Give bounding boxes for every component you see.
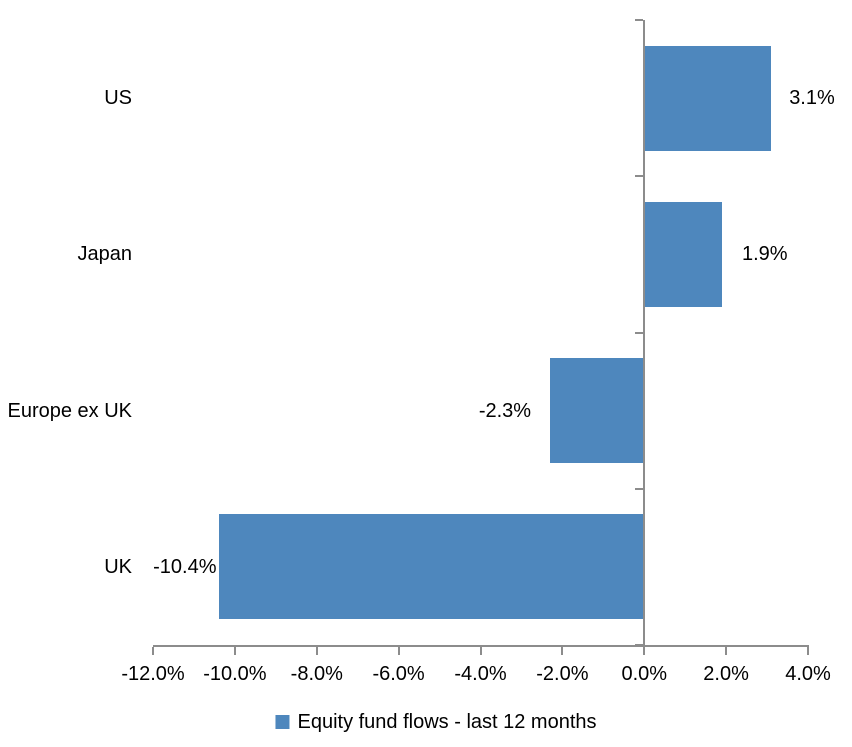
value-label: -10.4%: [153, 555, 217, 578]
x-axis-tick: [397, 647, 400, 655]
category-label: Europe ex UK: [7, 399, 132, 422]
x-tick-label: -8.0%: [290, 663, 343, 685]
x-axis-tick: [807, 647, 809, 655]
x-tick-label: -4.0%: [454, 663, 507, 685]
x-tick-label: -12.0%: [121, 663, 185, 685]
x-tick-label: 2.0%: [703, 663, 749, 685]
category-label: UK: [104, 555, 132, 578]
x-axis-tick: [233, 647, 236, 655]
x-axis-tick: [152, 647, 154, 655]
value-label: -2.3%: [478, 399, 532, 422]
bar-us: [644, 45, 772, 151]
x-axis-tick: [315, 647, 318, 655]
x-axis-tick: [643, 647, 646, 655]
x-tick-label: -10.0%: [203, 663, 267, 685]
y-axis-tick: [635, 19, 644, 21]
value-label: 3.1%: [789, 87, 835, 110]
bar-japan: [644, 201, 723, 307]
x-tick-label: 4.0%: [785, 663, 831, 685]
y-axis-line: [643, 20, 646, 647]
y-axis-tick: [635, 175, 644, 178]
bar-europe-ex-uk: [550, 358, 645, 464]
value-label: 1.9%: [742, 243, 788, 266]
category-label: US: [104, 87, 132, 110]
y-axis-tick: [635, 331, 644, 334]
legend: Equity fund flows - last 12 months: [275, 709, 597, 735]
x-tick-label: -2.0%: [536, 663, 589, 685]
bar-uk: [218, 514, 645, 620]
x-axis-tick: [479, 647, 482, 655]
x-axis-line: [153, 645, 809, 647]
x-tick-label: 0.0%: [621, 663, 668, 685]
x-axis-tick: [561, 647, 564, 655]
category-label: Japan: [77, 243, 133, 266]
legend-swatch-icon: [275, 715, 290, 729]
y-axis-tick: [635, 487, 644, 490]
legend-label: Equity fund flows - last 12 months: [297, 711, 597, 733]
x-tick-label: -6.0%: [372, 663, 425, 685]
x-axis-tick: [725, 647, 728, 655]
